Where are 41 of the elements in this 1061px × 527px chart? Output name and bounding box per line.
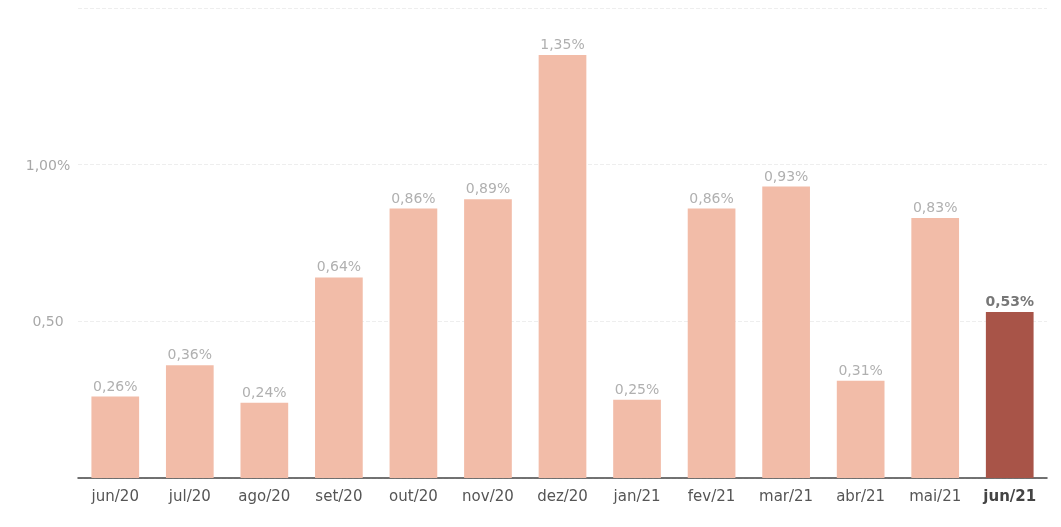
bar: [464, 199, 512, 478]
bar: [389, 208, 438, 478]
x-tick-label: jun/20: [90, 486, 139, 505]
x-tick-label: abr/21: [836, 486, 886, 505]
data-label: 0,26%: [93, 377, 138, 394]
x-tick-label: ago/20: [238, 486, 291, 505]
data-label: 0,31%: [838, 361, 883, 378]
bar: [91, 396, 140, 478]
bar: [538, 55, 587, 478]
y-tick-label: 0,50: [32, 313, 64, 330]
data-label: 1,35%: [540, 36, 585, 52]
bar: [613, 399, 661, 478]
bar: [762, 186, 810, 478]
x-tick-label: mar/21: [759, 486, 814, 505]
data-label: 0,86%: [689, 189, 734, 206]
y-tick-label: 1,00%: [25, 156, 71, 173]
bar: [240, 402, 289, 478]
x-tick-label: nov/20: [462, 486, 514, 505]
data-label: 0,89%: [465, 180, 511, 197]
data-label: 0,53%: [985, 292, 1035, 309]
bar: [985, 311, 1034, 478]
data-label: 0,83%: [912, 198, 958, 215]
bar: [687, 208, 736, 478]
x-tick-label: jan/21: [612, 486, 661, 505]
data-label: 0,25%: [614, 380, 660, 397]
data-label: 0,36%: [167, 346, 213, 363]
bar: [315, 277, 363, 478]
data-label: 0,93%: [763, 167, 809, 184]
x-tick-label: jun/21: [982, 486, 1037, 505]
data-label: 0,86%: [391, 189, 436, 206]
bar: [165, 365, 214, 478]
x-tick-label: fev/21: [687, 486, 736, 505]
bar: [836, 380, 885, 478]
data-label: 0,64%: [316, 258, 362, 275]
x-tick-label: mai/21: [909, 486, 962, 505]
bar: [911, 217, 960, 478]
data-label: 0,24%: [242, 383, 287, 400]
x-tick-label: jul/20: [167, 486, 211, 505]
x-tick-label: out/20: [389, 486, 438, 505]
x-tick-label: set/20: [315, 486, 363, 505]
x-tick-label: dez/20: [537, 486, 588, 505]
